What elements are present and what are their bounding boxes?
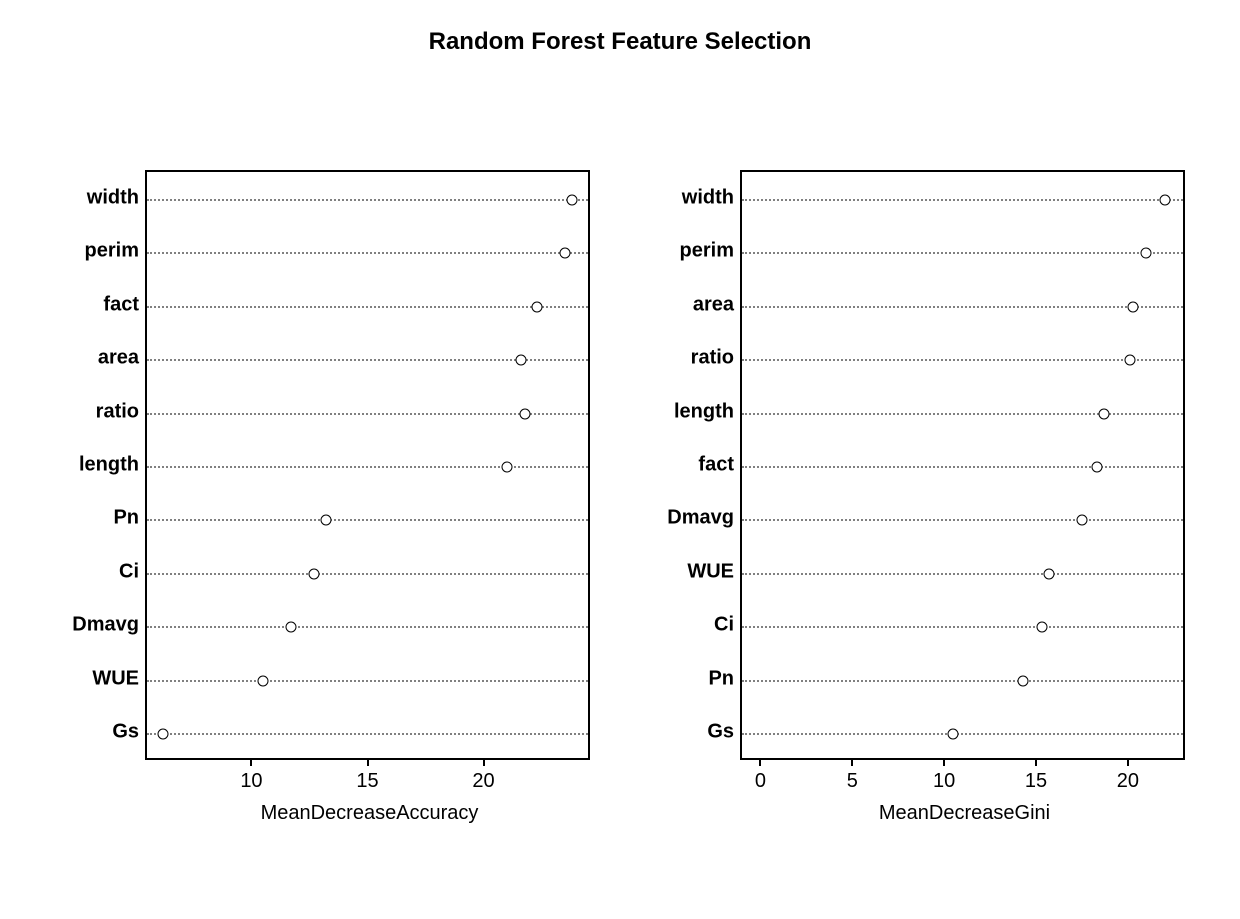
panels-row: width perim fact area ratio length Pn Ci Dmavg WU… xyxy=(0,170,1240,840)
data-point xyxy=(531,301,542,312)
page-title: Random Forest Feature Selection xyxy=(0,28,1240,56)
feature-label: width xyxy=(87,187,139,210)
data-point xyxy=(1036,622,1047,633)
data-point xyxy=(285,622,296,633)
feature-label: perim xyxy=(85,240,139,263)
data-point xyxy=(309,568,320,579)
gridline xyxy=(742,199,1183,201)
gridline xyxy=(147,573,588,575)
feature-label: Pn xyxy=(708,667,734,690)
x-tick xyxy=(851,758,853,766)
feature-label: area xyxy=(693,293,734,316)
gridline xyxy=(147,519,588,521)
gridline xyxy=(742,733,1183,735)
feature-label: WUE xyxy=(92,667,139,690)
gridline xyxy=(147,306,588,308)
x-axis-label: MeanDecreaseGini xyxy=(879,802,1050,825)
feature-label: perim xyxy=(680,240,734,263)
gridline xyxy=(147,252,588,254)
gridline xyxy=(742,626,1183,628)
feature-label: area xyxy=(98,347,139,370)
data-point xyxy=(1141,248,1152,259)
data-point xyxy=(258,675,269,686)
feature-label: ratio xyxy=(691,347,734,370)
feature-label: Ci xyxy=(714,614,734,637)
x-tick xyxy=(250,758,252,766)
data-point xyxy=(158,729,169,740)
data-point xyxy=(559,248,570,259)
x-tick xyxy=(1127,758,1129,766)
gridline xyxy=(147,733,588,735)
y-axis-labels: width perim area ratio length fact Dmavg WUE Ci P… xyxy=(650,170,740,760)
data-point xyxy=(1098,408,1109,419)
gridline xyxy=(742,252,1183,254)
data-point xyxy=(1018,675,1029,686)
feature-label: Ci xyxy=(119,560,139,583)
data-point xyxy=(501,462,512,473)
gridline xyxy=(742,466,1183,468)
x-tick-label: 0 xyxy=(755,770,766,793)
gridline xyxy=(742,413,1183,415)
feature-label: Dmavg xyxy=(667,507,734,530)
gridline xyxy=(147,680,588,682)
data-point xyxy=(515,355,526,366)
x-tick xyxy=(1035,758,1037,766)
data-point xyxy=(1076,515,1087,526)
feature-label: Pn xyxy=(113,507,139,530)
feature-label: width xyxy=(682,187,734,210)
x-tick xyxy=(943,758,945,766)
x-tick-label: 10 xyxy=(933,770,955,793)
x-tick xyxy=(367,758,369,766)
feature-label: fact xyxy=(698,454,734,477)
data-point xyxy=(1043,568,1054,579)
x-tick xyxy=(759,758,761,766)
panel-1: width perim area ratio length fact Dmavg WUE Ci P… xyxy=(650,170,1185,840)
x-axis-label: MeanDecreaseAccuracy xyxy=(261,802,479,825)
feature-label: Gs xyxy=(707,721,734,744)
gridline xyxy=(742,519,1183,521)
data-point xyxy=(1124,355,1135,366)
gridline xyxy=(742,306,1183,308)
data-point xyxy=(948,729,959,740)
feature-label: Dmavg xyxy=(72,614,139,637)
feature-label: length xyxy=(674,400,734,423)
feature-label: WUE xyxy=(687,560,734,583)
gridline xyxy=(147,466,588,468)
y-axis-labels: width perim fact area ratio length Pn Ci Dmavg WU… xyxy=(55,170,145,760)
x-tick-label: 20 xyxy=(1117,770,1139,793)
feature-label: Gs xyxy=(112,721,139,744)
gridline xyxy=(147,199,588,201)
x-tick-label: 15 xyxy=(356,770,378,793)
data-point xyxy=(520,408,531,419)
x-tick-label: 5 xyxy=(847,770,858,793)
panel-0: width perim fact area ratio length Pn Ci Dmavg WU… xyxy=(55,170,590,840)
data-point xyxy=(1128,301,1139,312)
x-tick-label: 20 xyxy=(472,770,494,793)
gridline xyxy=(742,573,1183,575)
data-point xyxy=(320,515,331,526)
data-point xyxy=(1091,462,1102,473)
feature-label: fact xyxy=(103,293,139,316)
feature-label: ratio xyxy=(96,400,139,423)
data-point xyxy=(1159,195,1170,206)
plot-area: 05101520MeanDecreaseGini xyxy=(740,170,1185,760)
data-point xyxy=(566,195,577,206)
x-tick xyxy=(483,758,485,766)
x-tick-label: 10 xyxy=(240,770,262,793)
page: Random Forest Feature Selection width per… xyxy=(0,0,1240,919)
x-tick-label: 15 xyxy=(1025,770,1047,793)
plot-area: 101520MeanDecreaseAccuracy xyxy=(145,170,590,760)
feature-label: length xyxy=(79,454,139,477)
gridline xyxy=(742,359,1183,361)
gridline xyxy=(147,626,588,628)
gridline xyxy=(742,680,1183,682)
